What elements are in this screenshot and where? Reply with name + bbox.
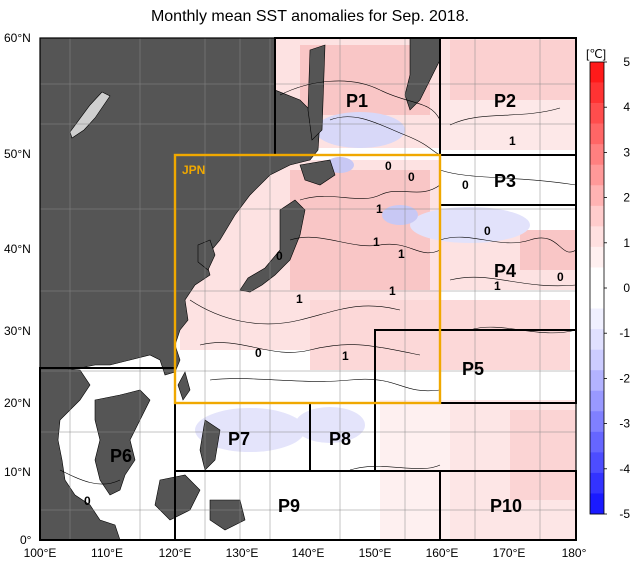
contour-lines xyxy=(59,80,576,485)
colorbar-cell xyxy=(590,472,604,494)
contour-label: 1 xyxy=(376,202,383,216)
colorbar-tick-label: 0 xyxy=(623,281,630,295)
lon-tick-label: 140°E xyxy=(292,546,325,560)
region-boxes xyxy=(39,37,577,541)
contour-label: 0 xyxy=(84,494,91,508)
colorbar-cell xyxy=(590,62,604,83)
graticule xyxy=(40,38,576,540)
lon-tick-label: 150°E xyxy=(359,546,392,560)
contour-label: 0 xyxy=(385,159,392,173)
colorbar-cell xyxy=(590,329,604,350)
region-label-p7: P7 xyxy=(228,429,250,449)
colorbar-tick-label: 5 xyxy=(623,55,630,69)
colorbar-tick-label: 1 xyxy=(623,236,630,250)
colorbar-cell xyxy=(590,411,604,433)
colorbar-cell xyxy=(590,185,604,207)
colorbar-cells xyxy=(590,62,604,515)
lon-tick-label: 170°E xyxy=(493,546,526,560)
colorbar-tick-labels: 5 4 3 2 1 0 -1 -2 -3 -4 -5 xyxy=(604,55,630,521)
lon-tick-label: 120°E xyxy=(159,546,192,560)
colorbar-cell xyxy=(590,205,604,227)
colorbar-tick-label: 2 xyxy=(623,191,630,205)
region-labels: JPN P1 P2 P3 P4 P5 P6 P7 P8 P9 P10 xyxy=(110,91,522,516)
lat-tick-label: 30°N xyxy=(4,324,31,338)
region-box-p5 xyxy=(374,329,577,404)
colorbar-cell xyxy=(590,164,604,186)
lon-tick-label: 180° xyxy=(562,546,587,560)
contour-label: 0 xyxy=(462,178,469,192)
longitude-axis: 100°E 110°E 120°E 130°E 140°E 150°E 160°… xyxy=(24,546,587,560)
colorbar-cell xyxy=(590,452,604,474)
contour-value-labels: 0 0 0 0 0 0 0 0 1 1 1 1 1 1 1 1 xyxy=(84,134,564,508)
lat-tick-label: 40°N xyxy=(4,242,31,256)
lon-tick-label: 160°E xyxy=(426,546,459,560)
colorbar-tick-label: -4 xyxy=(619,462,630,476)
region-box-p10 xyxy=(439,470,577,541)
contour-label: 1 xyxy=(373,235,380,249)
region-label-p3: P3 xyxy=(494,171,516,191)
colorbar-tick-label: -3 xyxy=(619,417,630,431)
contour-label: 1 xyxy=(494,279,501,293)
colorbar-cell xyxy=(590,431,604,453)
colorbar-cell xyxy=(590,349,604,371)
colorbar-cell xyxy=(590,493,604,515)
contour-label: 0 xyxy=(408,170,415,184)
colorbar-tick-label: -5 xyxy=(619,507,630,521)
colorbar-cell xyxy=(590,144,604,166)
region-label-p1: P1 xyxy=(346,91,368,111)
region-box-jpn xyxy=(173,153,442,405)
region-label-p4: P4 xyxy=(494,261,516,281)
colorbar-cell xyxy=(590,226,604,248)
contour-label: 1 xyxy=(509,134,516,148)
lat-tick-label: 50°N xyxy=(4,147,31,161)
colorbar-cell xyxy=(590,82,604,104)
lat-tick-label: 20°N xyxy=(4,396,31,410)
colorbar-cell xyxy=(590,103,604,124)
latitude-axis: 60°N 50°N 40°N 30°N 20°N 10°N 0° xyxy=(4,31,32,547)
region-label-p2: P2 xyxy=(494,91,516,111)
lat-tick-label: 10°N xyxy=(4,465,31,479)
colorbar-tick-label: 3 xyxy=(623,145,630,159)
map-title: Monthly mean SST anomalies for Sep. 2018… xyxy=(150,8,470,25)
region-label-p8: P8 xyxy=(329,429,351,449)
contour-label: 1 xyxy=(296,292,303,306)
contour-label: 1 xyxy=(389,284,396,298)
contour-label: 1 xyxy=(398,247,405,261)
colorbar-tick-label: 4 xyxy=(623,100,630,114)
colorbar-cell xyxy=(590,123,604,145)
colorbar-cell xyxy=(590,370,604,392)
contour-label: 0 xyxy=(276,249,283,263)
lat-tick-label: 60°N xyxy=(4,31,31,45)
region-label-jpn: JPN xyxy=(182,163,205,177)
region-label-p10: P10 xyxy=(490,496,522,516)
colorbar: [℃] 5 4 3 2 1 0 -1 -2 -3 -4 -5 xyxy=(586,47,630,521)
lon-tick-label: 110°E xyxy=(91,546,123,560)
colorbar-cell xyxy=(590,390,604,412)
colorbar-tick-label: -1 xyxy=(619,326,630,340)
contour-label: 1 xyxy=(342,349,349,363)
contour-label: 0 xyxy=(484,224,491,238)
lon-tick-label: 100°E xyxy=(24,546,57,560)
colorbar-cell xyxy=(590,246,604,268)
contour-label: 0 xyxy=(255,346,262,360)
region-label-p6: P6 xyxy=(110,446,132,466)
contour-label: 0 xyxy=(557,270,564,284)
lon-tick-label: 130°E xyxy=(226,546,259,560)
lat-tick-label: 0° xyxy=(20,533,32,547)
colorbar-cell xyxy=(590,267,604,289)
colorbar-cell xyxy=(590,308,604,330)
region-label-p9: P9 xyxy=(278,496,300,516)
colorbar-tick-label: -2 xyxy=(619,371,630,385)
region-label-p5: P5 xyxy=(462,359,484,379)
colorbar-cell xyxy=(590,288,604,309)
colorbar-unit: [℃] xyxy=(586,47,606,61)
